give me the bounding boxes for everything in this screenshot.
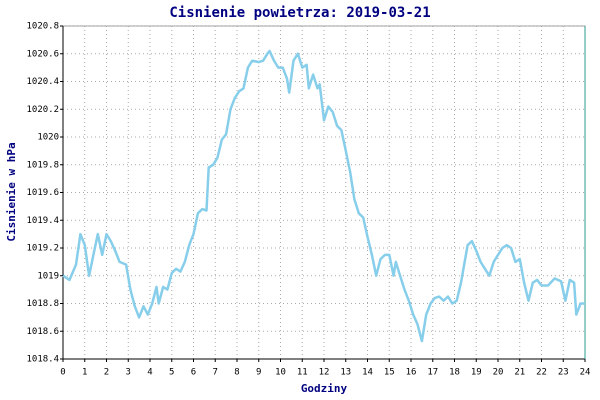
chart-title: Cisnienie powietrza: 2019-03-21 [169, 5, 430, 21]
x-tick-label: 18 [449, 368, 460, 378]
x-tick-label: 5 [169, 368, 174, 378]
y-axis-label: Cisnienie w hPa [5, 142, 18, 241]
y-tick-label: 1019.2 [26, 244, 59, 254]
x-tick-label: 23 [558, 368, 569, 378]
y-tick-label: 1018.4 [26, 355, 59, 365]
y-tick-label: 1018.6 [26, 327, 59, 337]
x-tick-label: 19 [471, 368, 482, 378]
x-tick-label: 4 [147, 368, 152, 378]
x-tick-label: 13 [340, 368, 351, 378]
x-tick-label: 17 [427, 368, 438, 378]
x-tick-label: 20 [493, 368, 504, 378]
x-tick-label: 9 [256, 368, 261, 378]
y-tick-label: 1020.4 [26, 77, 59, 87]
x-tick-label: 10 [275, 368, 286, 378]
x-tick-label: 14 [362, 368, 373, 378]
x-tick-label: 22 [536, 368, 547, 378]
y-tick-label: 1019.6 [26, 188, 59, 198]
x-tick-label: 6 [191, 368, 196, 378]
pressure-line [62, 49, 585, 343]
y-tick-label: 1018.8 [26, 299, 59, 309]
x-tick-label: 0 [60, 368, 65, 378]
x-tick-label: 1 [82, 368, 87, 378]
y-tick-label: 1020.2 [26, 105, 59, 115]
x-tick-label: 7 [213, 368, 218, 378]
x-tick-label: 16 [406, 368, 417, 378]
x-tick-label: 3 [126, 368, 131, 378]
x-axis-label: Godziny [301, 382, 348, 395]
x-tick-label: 8 [234, 368, 239, 378]
x-tick-label: 11 [297, 368, 308, 378]
x-tick-label: 24 [580, 368, 591, 378]
x-tick-label: 21 [514, 368, 525, 378]
y-tick-label: 1020 [37, 133, 59, 143]
x-tick-label: 12 [319, 368, 330, 378]
y-tick-label: 1019.8 [26, 160, 59, 170]
x-tick-label: 15 [384, 368, 395, 378]
x-tick-label: 2 [104, 368, 109, 378]
y-tick-label: 1020.8 [26, 22, 59, 32]
y-tick-label: 1019.4 [26, 216, 59, 226]
y-tick-label: 1020.6 [26, 49, 59, 59]
y-tick-label: 1019 [37, 271, 59, 281]
